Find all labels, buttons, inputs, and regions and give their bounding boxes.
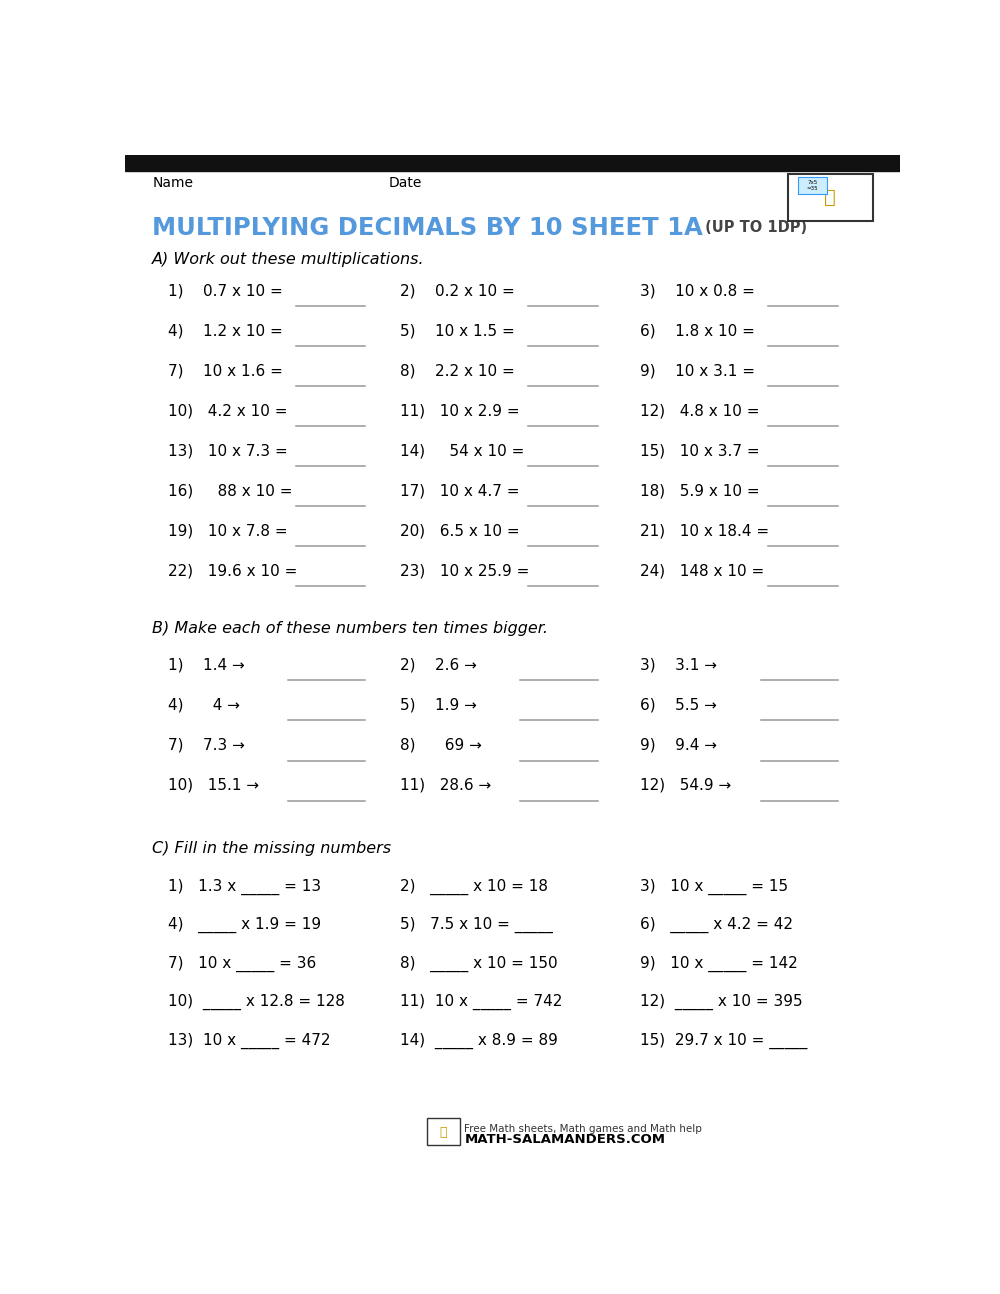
Text: 14)  _____ x 8.9 = 89: 14) _____ x 8.9 = 89 [400,1033,558,1049]
Text: 10)  _____ x 12.8 = 128: 10) _____ x 12.8 = 128 [168,994,344,1011]
Text: 15)  29.7 x 10 = _____: 15) 29.7 x 10 = _____ [640,1033,808,1049]
Text: MATH-SALAMANDERS.COM: MATH-SALAMANDERS.COM [464,1132,665,1146]
Bar [788,173,873,221]
Text: 2)   _____ x 10 = 18: 2) _____ x 10 = 18 [400,879,548,895]
Text: 9)    10 x 3.1 =: 9) 10 x 3.1 = [640,364,755,378]
Text: 10)   15.1 →: 10) 15.1 → [168,778,259,793]
Text: 20)   6.5 x 10 =: 20) 6.5 x 10 = [400,524,520,538]
Text: 24)   148 x 10 =: 24) 148 x 10 = [640,564,765,578]
Text: 8)   _____ x 10 = 150: 8) _____ x 10 = 150 [400,956,558,972]
Text: (UP TO 1DP): (UP TO 1DP) [700,220,807,236]
Text: 21)   10 x 18.4 =: 21) 10 x 18.4 = [640,524,770,538]
Text: 9)   10 x _____ = 142: 9) 10 x _____ = 142 [640,956,798,972]
Text: 12)  _____ x 10 = 395: 12) _____ x 10 = 395 [640,994,803,1011]
Text: 5)    1.9 →: 5) 1.9 → [400,697,477,713]
Text: 23)   10 x 25.9 =: 23) 10 x 25.9 = [400,564,530,578]
Text: 10)   4.2 x 10 =: 10) 4.2 x 10 = [168,404,287,418]
Text: 🐆: 🐆 [440,1126,447,1139]
Text: 8)    2.2 x 10 =: 8) 2.2 x 10 = [400,364,515,378]
Text: 7x5
=35: 7x5 =35 [807,180,818,190]
Text: 4)      4 →: 4) 4 → [168,697,240,713]
Text: 🐆: 🐆 [824,188,836,207]
Text: Date: Date [388,176,422,190]
Text: 5)   7.5 x 10 = _____: 5) 7.5 x 10 = _____ [400,917,553,933]
Text: 16)     88 x 10 =: 16) 88 x 10 = [168,484,292,498]
Text: 22)   19.6 x 10 =: 22) 19.6 x 10 = [168,564,297,578]
Text: 11)   10 x 2.9 =: 11) 10 x 2.9 = [400,404,520,418]
Text: C) Fill in the missing numbers: C) Fill in the missing numbers [152,841,391,855]
Text: 7)    7.3 →: 7) 7.3 → [168,738,244,753]
Bar [427,1118,460,1145]
Text: 2)    2.6 →: 2) 2.6 → [400,657,477,673]
Text: Name: Name [152,176,193,190]
Text: A) Work out these multiplications.: A) Work out these multiplications. [152,252,425,268]
Text: 7)   10 x _____ = 36: 7) 10 x _____ = 36 [168,956,316,972]
Text: 4)    1.2 x 10 =: 4) 1.2 x 10 = [168,324,282,338]
Text: 6)    1.8 x 10 =: 6) 1.8 x 10 = [640,324,755,338]
Text: 11)   28.6 →: 11) 28.6 → [400,778,491,793]
Text: 13)  10 x _____ = 472: 13) 10 x _____ = 472 [168,1033,330,1049]
Text: 13)   10 x 7.3 =: 13) 10 x 7.3 = [168,444,287,458]
Text: 9)    9.4 →: 9) 9.4 → [640,738,717,753]
Text: 3)    10 x 0.8 =: 3) 10 x 0.8 = [640,283,755,299]
Text: 7)    10 x 1.6 =: 7) 10 x 1.6 = [168,364,283,378]
Bar [125,168,900,171]
Text: Free Math sheets, Math games and Math help: Free Math sheets, Math games and Math he… [464,1123,702,1134]
Text: 1)    0.7 x 10 =: 1) 0.7 x 10 = [168,283,282,299]
Text: 1)    1.4 →: 1) 1.4 → [168,657,244,673]
Text: 1)   1.3 x _____ = 13: 1) 1.3 x _____ = 13 [168,879,321,895]
Text: 8)      69 →: 8) 69 → [400,738,482,753]
Text: 2)    0.2 x 10 =: 2) 0.2 x 10 = [400,283,515,299]
Text: 14)     54 x 10 =: 14) 54 x 10 = [400,444,524,458]
Text: 11)  10 x _____ = 742: 11) 10 x _____ = 742 [400,994,562,1011]
Text: 6)   _____ x 4.2 = 42: 6) _____ x 4.2 = 42 [640,917,793,933]
Text: 18)   5.9 x 10 =: 18) 5.9 x 10 = [640,484,760,498]
Text: 4)   _____ x 1.9 = 19: 4) _____ x 1.9 = 19 [168,917,321,933]
Bar [125,155,900,168]
Text: 19)   10 x 7.8 =: 19) 10 x 7.8 = [168,524,287,538]
Text: B) Make each of these numbers ten times bigger.: B) Make each of these numbers ten times … [152,621,548,635]
Text: 3)   10 x _____ = 15: 3) 10 x _____ = 15 [640,879,788,895]
Text: 12)   54.9 →: 12) 54.9 → [640,778,732,793]
Text: 6)    5.5 →: 6) 5.5 → [640,697,717,713]
Text: 15)   10 x 3.7 =: 15) 10 x 3.7 = [640,444,760,458]
Text: 17)   10 x 4.7 =: 17) 10 x 4.7 = [400,484,520,498]
Bar [798,177,827,194]
Text: 12)   4.8 x 10 =: 12) 4.8 x 10 = [640,404,760,418]
Text: MULTIPLYING DECIMALS BY 10 SHEET 1A: MULTIPLYING DECIMALS BY 10 SHEET 1A [152,216,703,239]
Text: 5)    10 x 1.5 =: 5) 10 x 1.5 = [400,324,515,338]
Text: 3)    3.1 →: 3) 3.1 → [640,657,717,673]
